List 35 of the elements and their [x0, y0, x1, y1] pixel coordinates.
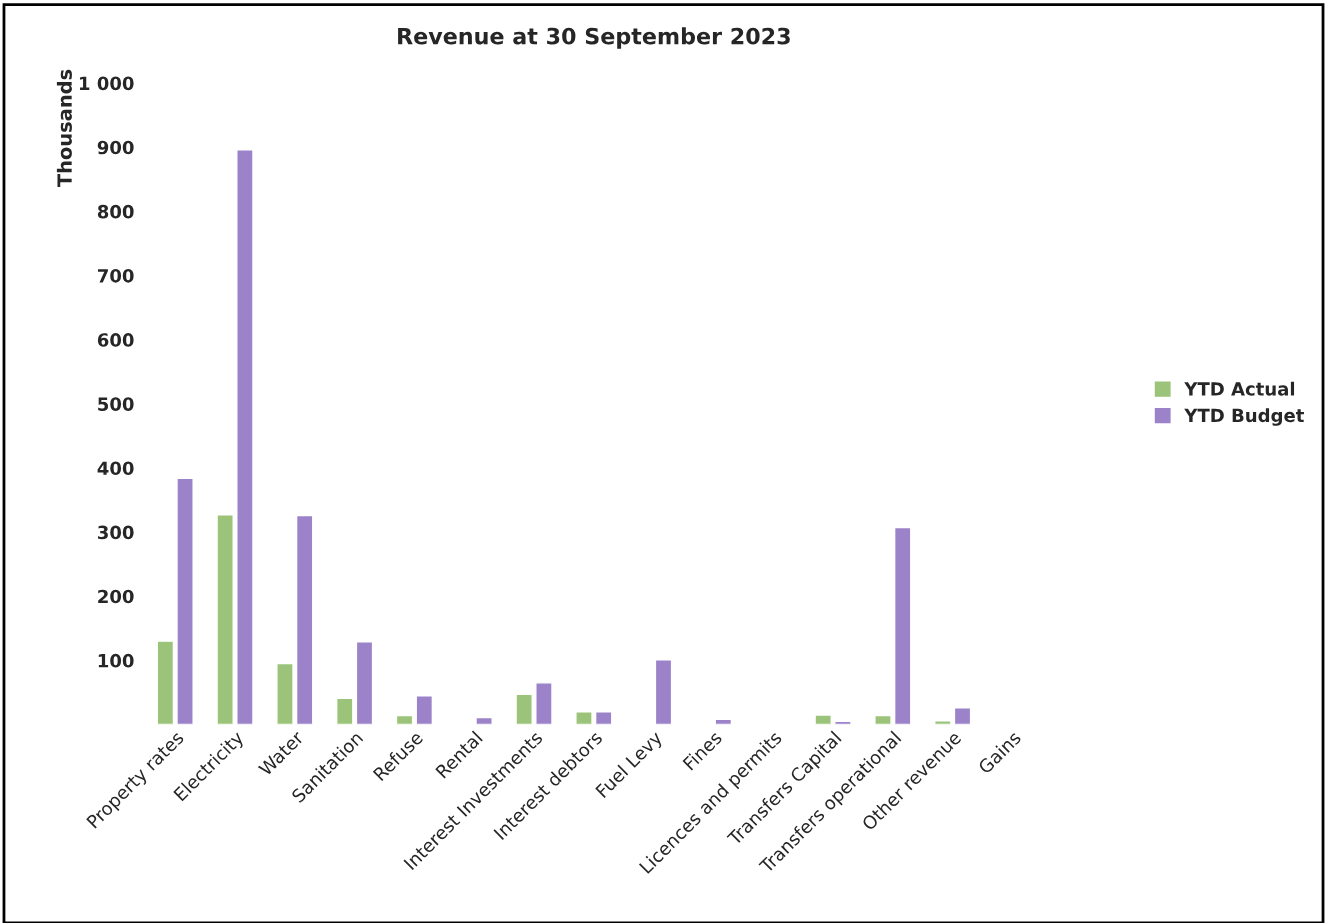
bar: [236, 149, 254, 725]
bar: [814, 714, 832, 725]
y-tick-label: 900: [97, 140, 134, 155]
bar: [395, 714, 414, 725]
y-tick-label: 1 000: [79, 76, 134, 91]
bar: [515, 693, 533, 725]
bar: [176, 477, 194, 725]
bar: [216, 514, 234, 725]
bar: [874, 714, 892, 725]
y-tick-label: 500: [98, 397, 134, 411]
bar: [575, 711, 593, 725]
y-axis-title: Thousands: [56, 69, 72, 188]
legend-label: YTD Budget: [1184, 408, 1304, 426]
bar: [276, 662, 294, 725]
bar: [475, 716, 493, 725]
y-tick-label: 400: [97, 461, 134, 476]
y-tick-label: 800: [97, 204, 134, 219]
bar: [156, 640, 175, 725]
legend-label: YTD Actual: [1184, 381, 1295, 396]
bar: [934, 720, 952, 725]
chart-title: Revenue at 30 September 2023: [398, 27, 790, 49]
bar: [594, 711, 613, 725]
bar: [893, 526, 912, 725]
y-tick-label: 300: [97, 525, 134, 540]
y-tick-label: 700: [97, 268, 134, 283]
bar: [415, 694, 434, 725]
bar: [355, 641, 374, 725]
y-tick-label: 600: [97, 333, 134, 347]
bar: [654, 659, 673, 725]
y-tick-label: 200: [98, 589, 134, 604]
bar: [535, 682, 553, 725]
y-tick-label: 100: [98, 653, 134, 668]
bar: [335, 697, 354, 725]
bar: [953, 707, 972, 725]
bar: [295, 514, 314, 725]
